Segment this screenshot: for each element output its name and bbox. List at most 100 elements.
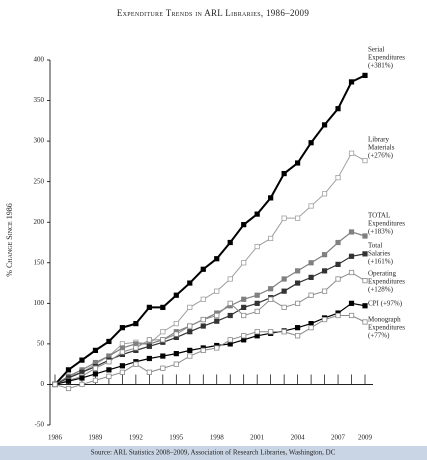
x-tick-label: 1998 xyxy=(210,434,225,442)
point xyxy=(348,229,355,235)
point xyxy=(362,251,368,257)
point xyxy=(65,367,72,373)
y-tick-label: -50 xyxy=(35,421,45,429)
point xyxy=(187,353,193,359)
point xyxy=(227,239,233,246)
series-label: Total xyxy=(368,242,382,250)
point xyxy=(362,233,368,239)
series-label: Library xyxy=(368,136,389,144)
series-line xyxy=(54,315,366,390)
series-line xyxy=(54,271,366,385)
point xyxy=(321,316,328,323)
point xyxy=(146,337,152,343)
point xyxy=(254,300,260,306)
point xyxy=(362,278,368,284)
series-line xyxy=(54,74,366,386)
y-tick-label: 300 xyxy=(34,137,45,145)
y-tick-label: 150 xyxy=(34,258,45,266)
series-label: (+276%) xyxy=(368,152,394,160)
point xyxy=(214,288,220,294)
point xyxy=(241,333,247,339)
x-tick-label: 1992 xyxy=(129,434,144,442)
point xyxy=(227,312,233,319)
y-tick-label: 350 xyxy=(34,96,45,104)
point xyxy=(65,378,72,384)
point xyxy=(119,369,125,375)
point xyxy=(133,345,139,351)
point xyxy=(348,150,355,156)
point xyxy=(173,351,179,357)
point xyxy=(106,373,112,379)
series-label: Expenditures xyxy=(368,54,405,62)
point xyxy=(187,347,193,353)
point xyxy=(227,337,233,343)
series-label: Operating xyxy=(368,270,396,278)
point xyxy=(348,300,355,306)
point xyxy=(106,367,112,373)
point xyxy=(362,157,368,164)
point xyxy=(200,266,206,272)
point xyxy=(160,304,166,310)
x-tick-label: 2004 xyxy=(291,434,306,442)
point xyxy=(254,292,260,298)
point xyxy=(335,276,341,282)
point xyxy=(106,359,112,365)
point xyxy=(281,304,287,310)
point xyxy=(254,243,260,250)
x-tick-label: 2001 xyxy=(250,434,265,442)
point xyxy=(160,337,166,343)
series-label: Salaries xyxy=(368,250,390,258)
point xyxy=(241,222,247,228)
series-line xyxy=(54,302,366,386)
point xyxy=(268,286,274,292)
point xyxy=(79,357,85,363)
point xyxy=(321,252,328,258)
point xyxy=(173,331,179,337)
point xyxy=(254,329,260,335)
point xyxy=(200,347,206,353)
point xyxy=(295,268,301,274)
point xyxy=(321,268,328,274)
series-line xyxy=(54,231,366,385)
chart-title: Expenditure Trends in ARL Libraries, 198… xyxy=(117,8,310,18)
point xyxy=(321,288,328,294)
point xyxy=(308,260,314,266)
point xyxy=(160,365,166,371)
x-tick-label: 1989 xyxy=(88,434,103,442)
point xyxy=(241,304,247,310)
series-label: (+77%) xyxy=(368,332,390,340)
point xyxy=(214,312,220,319)
point xyxy=(79,375,85,381)
point xyxy=(187,280,193,286)
point xyxy=(268,329,274,335)
point xyxy=(295,215,301,221)
point xyxy=(268,296,274,302)
point xyxy=(295,300,301,306)
series-label: Monograph xyxy=(368,316,401,324)
point xyxy=(241,260,247,266)
y-axis-label: % Change Since 1986 xyxy=(5,203,14,276)
point xyxy=(241,296,247,302)
series-label: Serial xyxy=(368,46,384,54)
point xyxy=(146,369,152,375)
series-label: (+128%) xyxy=(368,286,394,294)
point xyxy=(187,329,193,335)
point xyxy=(214,256,220,262)
point xyxy=(308,140,314,146)
point xyxy=(308,203,314,209)
point xyxy=(335,261,341,268)
point xyxy=(79,381,85,388)
point xyxy=(335,239,341,246)
series-label: (+161%) xyxy=(368,258,394,266)
series-label: (+381%) xyxy=(368,62,394,70)
series-label: (+183%) xyxy=(368,228,394,236)
x-tick-label: 1995 xyxy=(169,434,184,442)
point xyxy=(335,312,341,319)
point xyxy=(335,106,341,112)
point xyxy=(119,349,125,355)
point xyxy=(214,345,220,351)
series-label: Materials xyxy=(368,144,395,152)
point xyxy=(308,274,314,280)
point xyxy=(362,72,368,79)
